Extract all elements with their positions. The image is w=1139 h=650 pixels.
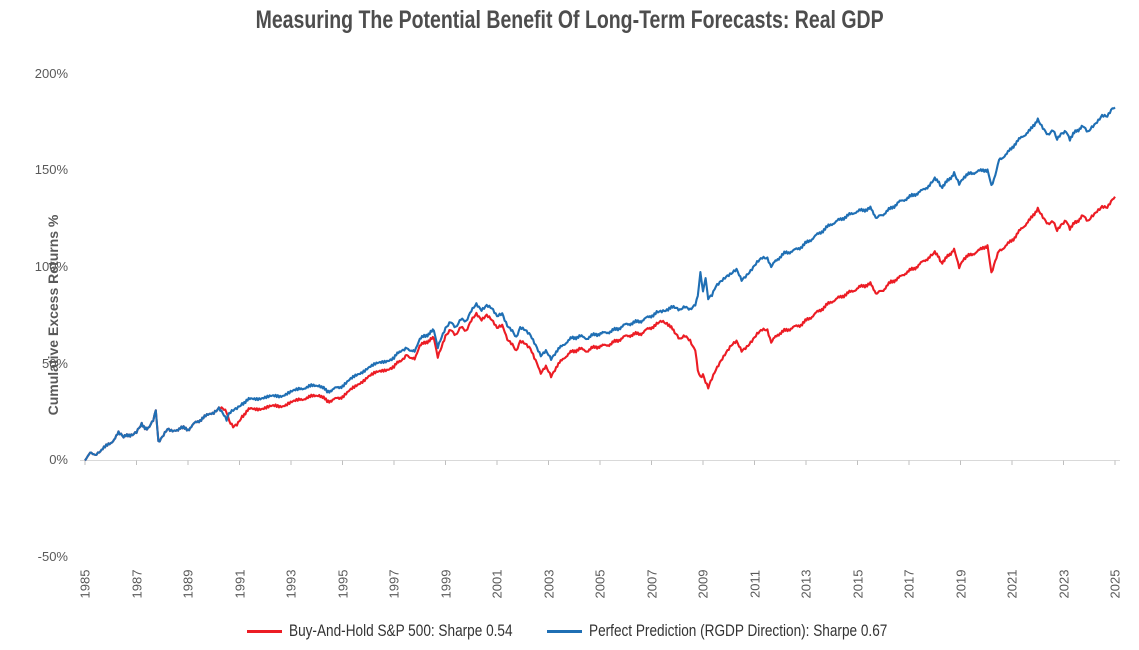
chart-title-text: Measuring The Potential Benefit Of Long-… [255, 6, 884, 34]
x-tick-label: 1993 [283, 569, 299, 599]
x-tick-label: 2011 [747, 570, 762, 598]
legend-blue-line-swatch [546, 629, 582, 633]
y-tick-label: 100% [34, 259, 68, 274]
y-tick-label: 50% [41, 356, 68, 371]
x-tick-label: 2025 [1107, 569, 1123, 599]
x-tick-label: 2007 [644, 569, 659, 599]
legend-item-perfect-prediction: Perfect Prediction (RGDP Direction): Sha… [546, 621, 892, 641]
legend-red-line-swatch [247, 629, 283, 633]
x-tick-label: 2023 [1056, 569, 1071, 599]
x-tick-label: 1991 [232, 569, 247, 599]
x-tick-label: 1997 [386, 569, 402, 599]
x-tick-label: 1987 [129, 569, 144, 599]
chart-title: Measuring The Potential Benefit Of Long-… [0, 6, 1139, 35]
y-tick-label: 200% [34, 66, 68, 81]
series-line-buy-and-hold [84, 196, 1116, 462]
x-tick-label: 2021 [1004, 569, 1020, 599]
x-tick-label: 2001 [489, 569, 505, 599]
legend-label: Perfect Prediction (RGDP Direction): Sha… [588, 621, 888, 640]
x-tick-label: 2003 [541, 569, 556, 599]
x-tick-label: 2015 [850, 569, 865, 599]
legend-item-buy-and-hold: Buy-And-Hold S&P 500: Sharpe 0.54 [247, 621, 513, 641]
x-tick-label: 1995 [335, 569, 350, 599]
chart-legend: Buy-And-Hold S&P 500: Sharpe 0.54 Perfec… [0, 621, 1139, 641]
y-tick-label: 150% [34, 162, 68, 177]
x-tick-label: 2017 [901, 569, 917, 599]
x-tick-label: 2005 [592, 569, 608, 599]
x-tick-label: 2013 [798, 569, 814, 599]
x-tick-label: 2019 [953, 569, 968, 599]
x-tick-label: 1989 [180, 569, 196, 599]
x-tick-label: 1985 [77, 569, 93, 599]
legend-label: Buy-And-Hold S&P 500: Sharpe 0.54 [289, 621, 513, 640]
y-tick-label: -50% [37, 549, 68, 564]
y-tick-label: 0% [49, 452, 68, 467]
series-line-perfect-prediction [84, 106, 1116, 462]
x-tick-label: 1999 [438, 569, 453, 599]
x-tick-label: 2009 [695, 569, 711, 599]
y-axis-title: Cumulative Excess Returns % [45, 214, 61, 416]
